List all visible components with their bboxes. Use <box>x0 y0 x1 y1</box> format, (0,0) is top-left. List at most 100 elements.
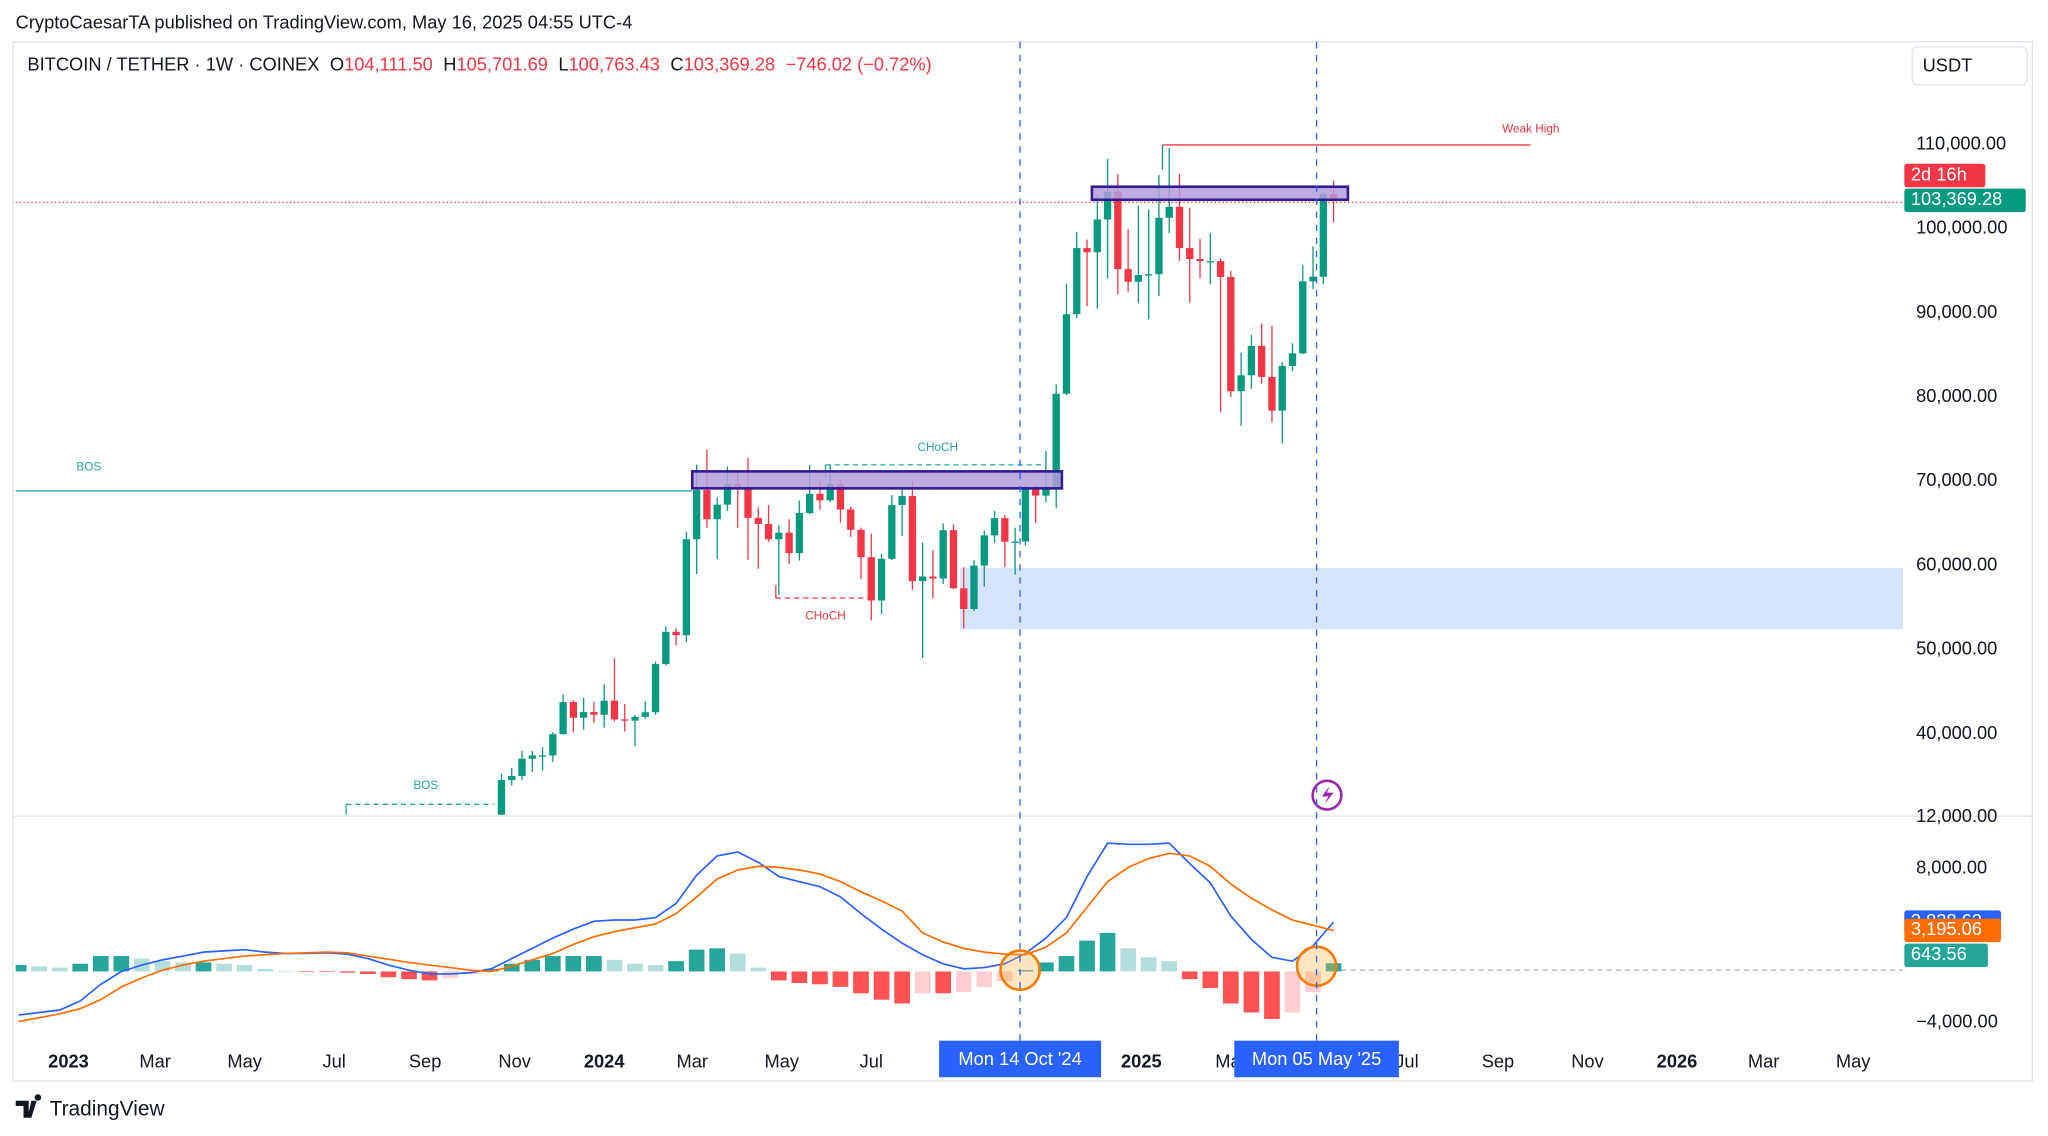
brand: TradingView <box>50 1097 166 1120</box>
candle-body <box>641 712 649 717</box>
candle-body <box>662 631 670 665</box>
histogram-bar <box>935 971 952 994</box>
price-tag <box>1904 918 2001 943</box>
candle-body <box>559 702 567 735</box>
candle-body <box>631 716 639 721</box>
candle-body <box>1155 217 1163 275</box>
price-tag-label: 103,369.28 <box>1911 188 2002 209</box>
histogram-bar <box>894 971 910 1004</box>
ohlc-key: H <box>443 53 456 74</box>
candle-body <box>518 758 526 776</box>
candle-body <box>785 532 793 554</box>
y-tick-label: 90,000.00 <box>1916 301 1997 322</box>
candle-body <box>1165 206 1173 218</box>
candle-body <box>1268 376 1276 411</box>
histogram-bar <box>1264 971 1280 1019</box>
candle-body <box>826 484 834 501</box>
candle-body <box>569 702 578 718</box>
ohlc-value: 103,369.28 <box>684 53 775 74</box>
bos-label: BOS <box>413 779 438 792</box>
logo-mark <box>15 1094 42 1118</box>
ohlc-value: 100,763.43 <box>569 53 660 74</box>
publisher: CryptoCaesarTA published on TradingView.… <box>16 11 633 32</box>
histogram-bar <box>216 963 232 972</box>
histogram-bar <box>1099 932 1116 972</box>
histogram-bar <box>544 956 561 972</box>
brand-logo[interactable]: TradingView <box>15 1094 166 1120</box>
candle-body <box>1001 518 1009 542</box>
histogram-bar <box>92 956 109 972</box>
x-tick-label: May <box>1836 1051 1871 1072</box>
y-tick-label: 110,000.00 <box>1916 132 2006 153</box>
x-tick-label: Nov <box>498 1051 531 1072</box>
highlight-circle <box>1295 945 1338 988</box>
candle-body <box>723 484 732 505</box>
candle-body <box>744 486 752 518</box>
currency-button[interactable] <box>1911 46 2028 86</box>
histogram-bar <box>1223 971 1239 1004</box>
crosshair-label: Mon 05 May '25 <box>1252 1048 1381 1069</box>
histogram-bar <box>1120 948 1136 972</box>
ohlc-value: 104,111.50 <box>344 53 433 74</box>
price-tag <box>1904 163 1986 188</box>
histogram-bar <box>647 965 664 972</box>
histogram-bar <box>1161 961 1178 972</box>
candle-body <box>888 504 896 559</box>
candle-body <box>1021 489 1030 542</box>
candle-body <box>805 493 814 513</box>
histogram-bar <box>72 963 89 972</box>
y-tick-label: 8,000.00 <box>1916 857 1987 878</box>
histogram-bar <box>1079 940 1095 972</box>
histogram-bar <box>1284 971 1301 1013</box>
histogram-bar <box>421 971 438 981</box>
y-tick-label: 80,000.00 <box>1916 385 1997 406</box>
candle-body <box>960 588 968 609</box>
candle-body <box>1319 194 1327 277</box>
histogram-bar <box>1058 956 1075 972</box>
histogram-bar <box>1243 971 1260 1013</box>
candle-body <box>1145 274 1153 276</box>
candle-body <box>1216 261 1225 277</box>
candle-body <box>579 712 588 718</box>
histogram-bar <box>812 971 828 985</box>
x-tick-label: 2026 <box>1657 1051 1698 1072</box>
histogram-bar <box>195 962 212 972</box>
candle-body <box>775 532 783 540</box>
histogram-bar <box>955 971 972 992</box>
x-tick-label: Mar <box>1748 1051 1779 1072</box>
candle-body <box>877 558 886 601</box>
histogram-bar <box>1038 962 1054 972</box>
candle-body <box>1093 219 1101 253</box>
histogram-bar <box>113 956 130 972</box>
histogram-bar <box>339 971 356 973</box>
x-tick-label: Nov <box>1571 1051 1604 1072</box>
histogram-bar <box>380 971 397 978</box>
candle-body <box>600 700 608 715</box>
histogram-bar <box>668 961 684 972</box>
bos-label: BOS <box>76 461 101 474</box>
candle-body <box>713 504 721 520</box>
x-tick-label: Jul <box>1395 1051 1418 1072</box>
crosshair-label-box <box>1234 1040 1399 1078</box>
candle-body <box>949 530 958 589</box>
candle-body <box>508 775 516 781</box>
candle-body <box>1196 259 1204 262</box>
choch-label: CHoCH <box>918 441 958 454</box>
y-tick-label: 60,000.00 <box>1916 553 1997 574</box>
candle-body <box>898 496 906 505</box>
histogram-bar <box>1017 970 1034 972</box>
histogram-bar <box>15 965 27 972</box>
histogram-bar <box>51 967 68 972</box>
price-pane <box>497 147 1338 815</box>
supply-box <box>690 470 1064 490</box>
candle-body <box>703 490 711 520</box>
candle-body <box>682 539 691 636</box>
histogram-bar <box>503 963 520 972</box>
macd-pane <box>15 842 1342 1023</box>
candle-body <box>590 712 598 715</box>
macd-line <box>18 852 1334 1023</box>
candle-body <box>764 523 773 540</box>
candle-body <box>1103 191 1112 220</box>
candle-body <box>857 529 865 558</box>
x-tick-label: Mar <box>139 1051 170 1072</box>
